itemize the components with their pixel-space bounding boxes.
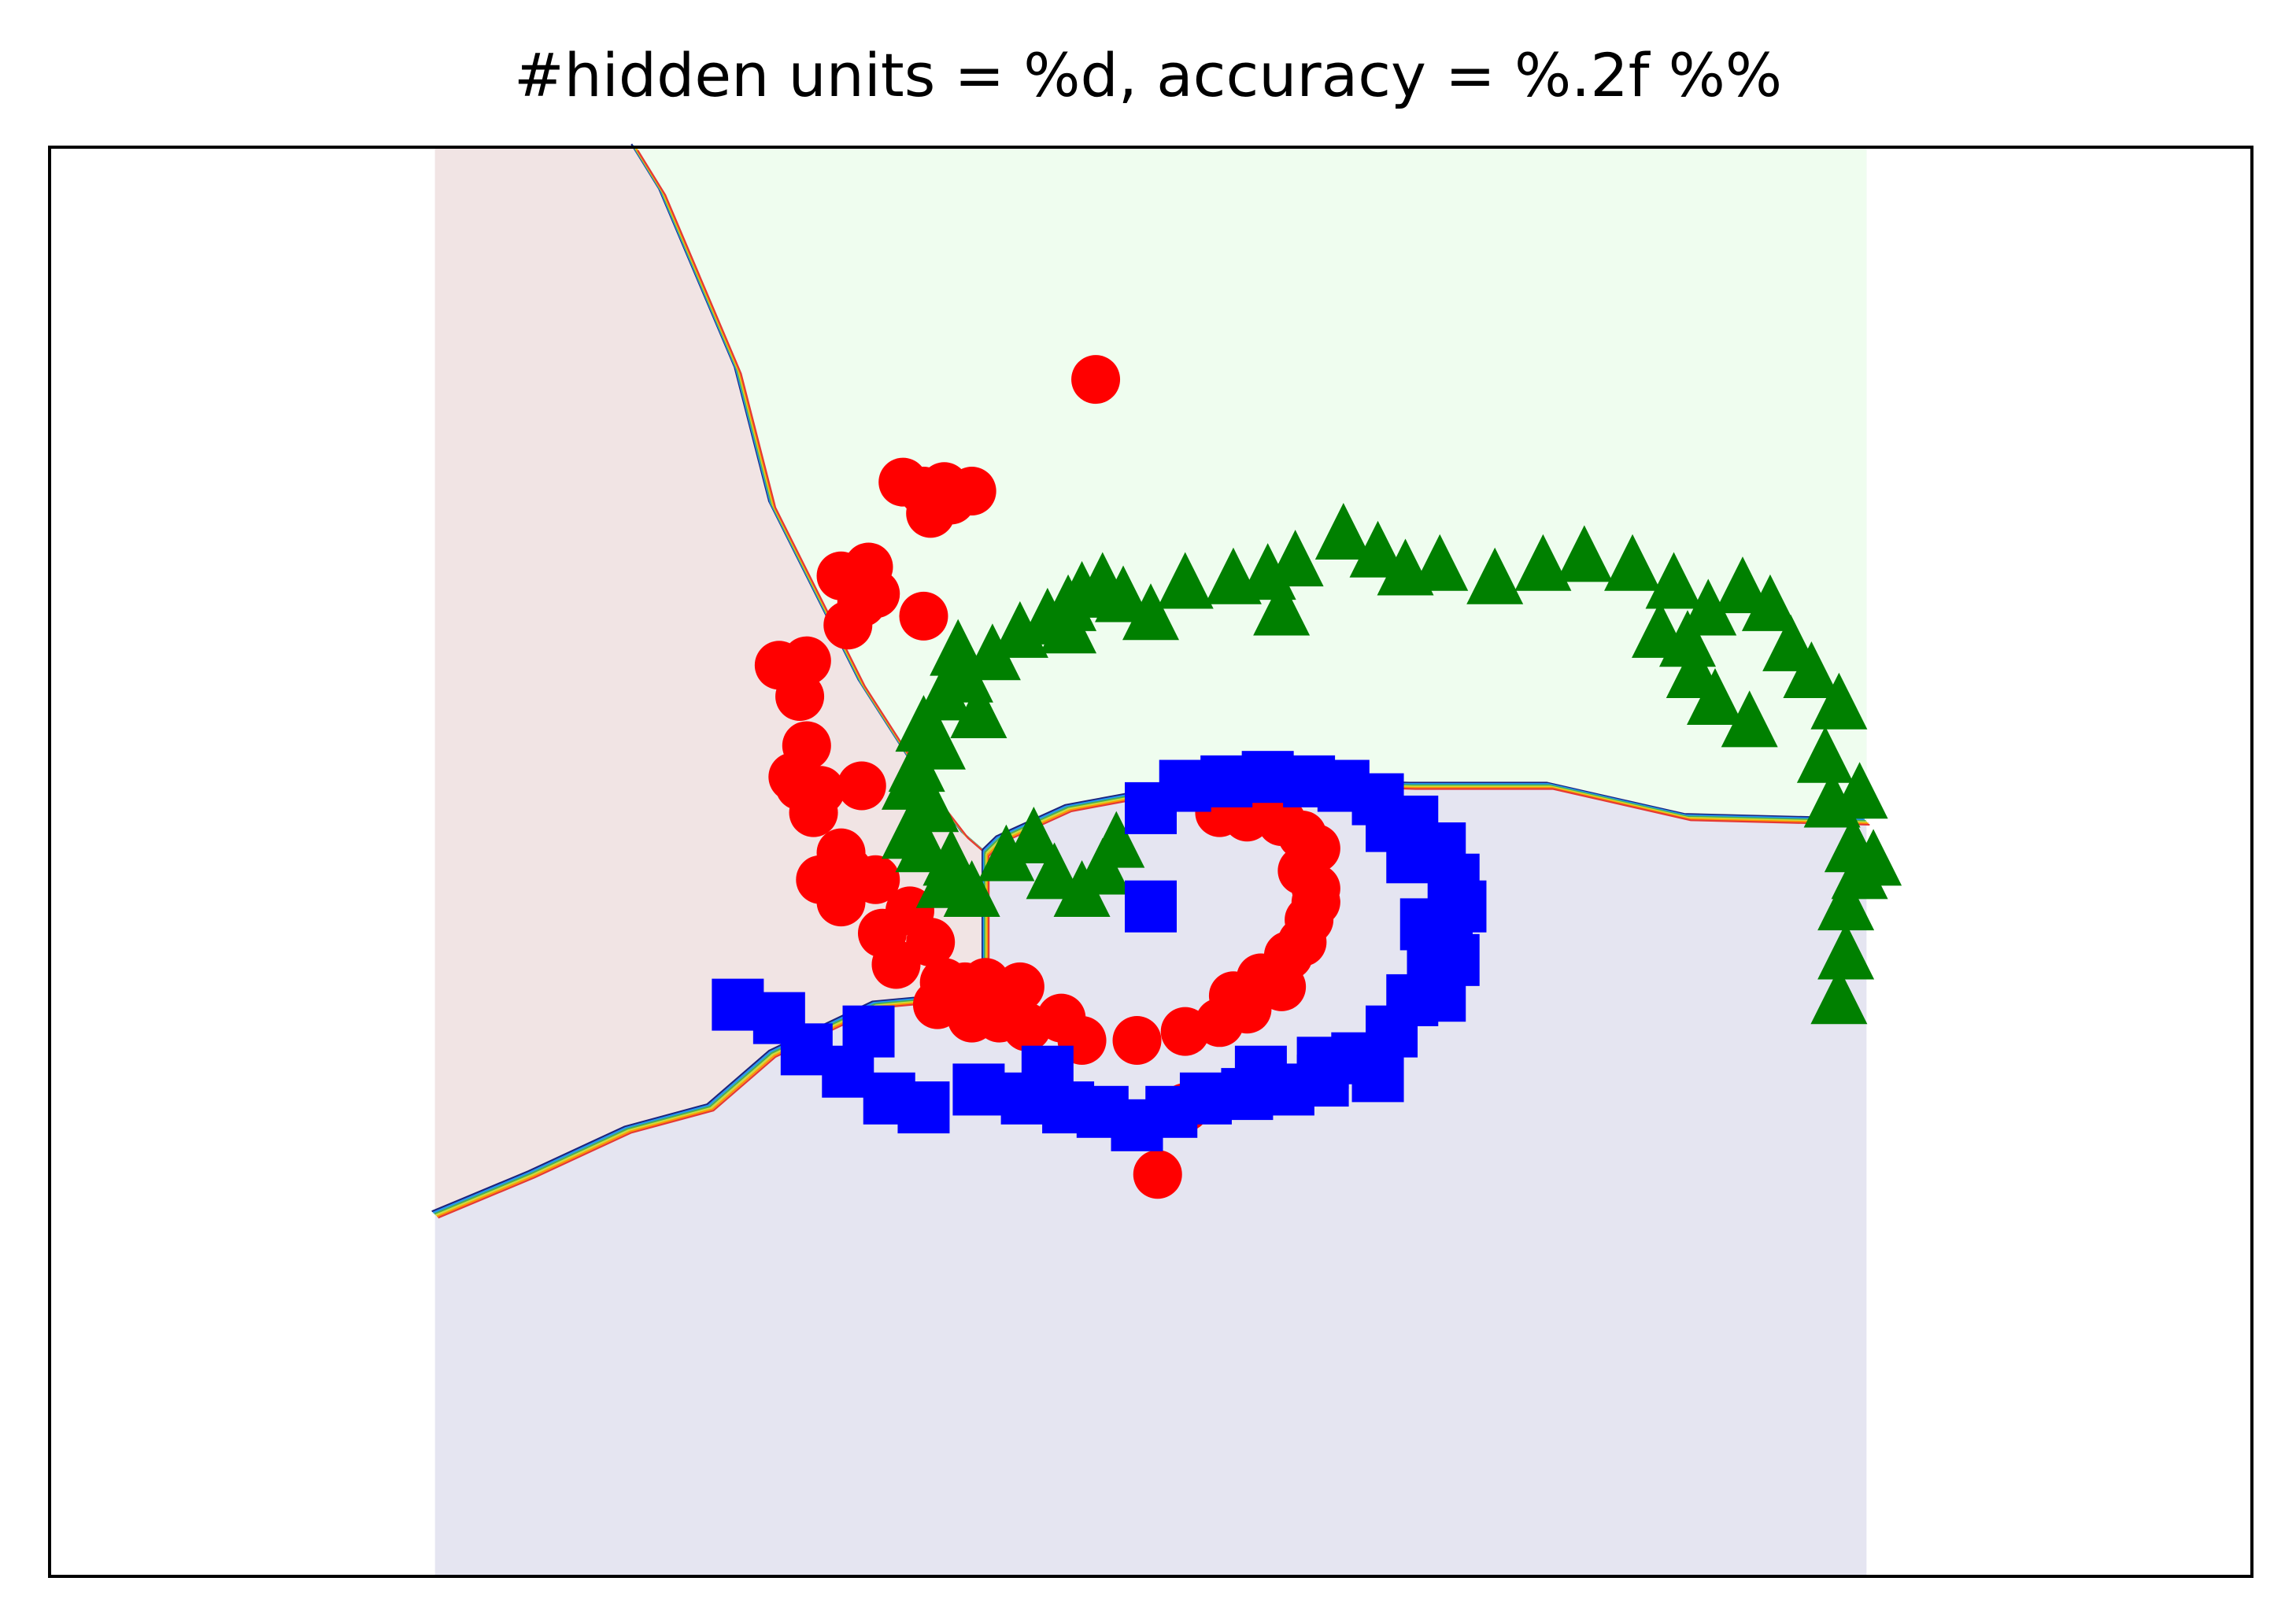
green-triangle-point — [1680, 578, 1737, 636]
chart-title: #hidden units = %d, accuracy = %.2f %% — [513, 40, 1783, 110]
green-triangle-point — [1555, 525, 1613, 582]
region-red — [434, 147, 986, 1215]
red-circle-point — [823, 600, 873, 650]
green-triangle-point — [1796, 726, 1854, 783]
green-triangle-point — [943, 860, 1000, 918]
green-triangle-point — [1817, 922, 1875, 980]
green-triangle-point — [1040, 597, 1097, 654]
green-triangle-point — [1803, 770, 1861, 828]
blue-square-point — [1125, 880, 1177, 933]
green-triangle-point — [1810, 967, 1868, 1025]
green-triangle-point — [1005, 806, 1063, 863]
green-triangle-point — [950, 682, 1008, 739]
red-circle-point — [837, 761, 886, 811]
green-triangle-point — [1122, 583, 1179, 641]
red-circle-point — [1071, 355, 1121, 405]
boundary-red-green-line — [637, 150, 989, 857]
green-triangle-point — [1632, 600, 1689, 658]
green-triangle-point — [1156, 552, 1214, 609]
green-triangle-point — [1411, 534, 1469, 591]
blue-square-point — [1296, 1036, 1349, 1089]
blue-square-point — [842, 1005, 895, 1058]
green-triangle-point — [1349, 520, 1407, 578]
green-triangle-point — [1314, 503, 1372, 560]
red-circle-point — [871, 940, 921, 989]
green-triangle-point — [1266, 530, 1324, 587]
green-triangle-point — [1604, 534, 1662, 591]
green-triangle-point — [915, 663, 973, 721]
green-triangle-point — [1514, 534, 1572, 591]
green-triangle-point — [1714, 556, 1771, 614]
red-circle-point — [816, 878, 866, 927]
green-triangle-point — [1783, 641, 1840, 698]
red-circle-point — [775, 672, 825, 722]
green-triangle-point — [1466, 547, 1524, 604]
red-circle-point — [1133, 1150, 1182, 1199]
blue-square-point — [952, 1063, 1005, 1116]
red-circle-point — [906, 489, 956, 538]
blue-square-point — [1366, 800, 1418, 852]
blue-square-point — [1234, 1045, 1287, 1098]
green-triangle-point — [1741, 574, 1799, 631]
green-triangle-point — [1095, 565, 1152, 623]
green-triangle-point — [1666, 641, 1723, 698]
green-triangle-point — [1721, 690, 1778, 748]
red-circle-point — [789, 788, 838, 837]
data-points — [712, 355, 1902, 1199]
decision-regions — [434, 147, 1867, 1576]
green-triangle-point — [1088, 811, 1145, 868]
green-triangle-point — [1817, 874, 1875, 931]
green-triangle-point — [1810, 672, 1868, 730]
blue-square-point — [1021, 1045, 1074, 1098]
blue-square-point — [1351, 1050, 1404, 1103]
red-circle-point — [1112, 1016, 1162, 1065]
green-triangle-point — [930, 619, 987, 676]
green-triangle-point — [1253, 578, 1311, 636]
red-circle-point — [851, 855, 900, 904]
plot-frame — [48, 146, 2253, 1578]
blue-square-point — [712, 978, 764, 1031]
green-triangle-point — [1645, 552, 1703, 609]
green-triangle-point — [978, 824, 1035, 881]
red-circle-point — [906, 918, 956, 967]
red-circle-point — [899, 591, 948, 641]
blue-square-point — [1399, 898, 1452, 951]
green-triangle-point — [1026, 842, 1083, 900]
